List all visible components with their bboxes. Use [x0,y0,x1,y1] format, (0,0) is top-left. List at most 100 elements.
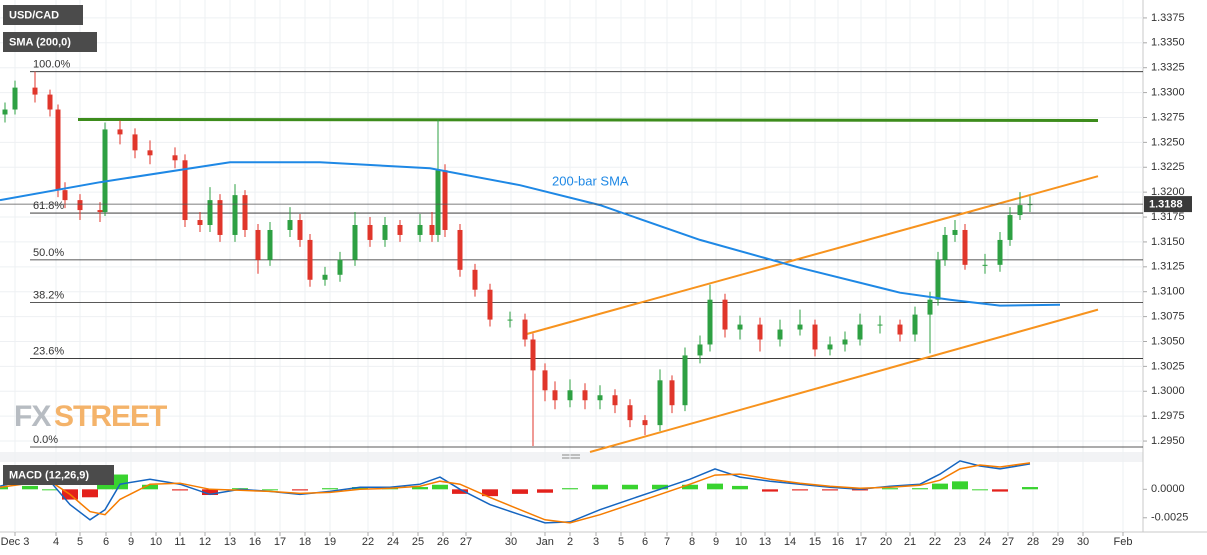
histogram-bar [262,489,278,491]
fib-label: 61.8% [33,200,64,212]
candle-body [952,229,958,235]
candle-body [172,155,178,161]
y-tick-label: 1.3200 [1151,186,1185,198]
y-tick-label: 0.0000 [1151,483,1185,495]
y-tick-label: 1.3375 [1151,12,1185,24]
x-tick-label: 19 [324,536,336,548]
candle-body [935,259,941,300]
candle-body [435,170,441,235]
candle-body [962,229,968,265]
histogram-bar [512,489,528,494]
candle-body [777,329,783,340]
indicator: SMA (200,0) [9,36,71,48]
candle-body [812,324,818,350]
y-tick-label: 1.3325 [1151,62,1185,74]
candle-body [657,380,663,426]
y-tick-label: 1.2975 [1151,410,1185,422]
histogram-bar [432,484,448,490]
candle-body [522,319,528,340]
watermark-street: STREET [54,400,167,433]
histogram-bar [652,484,668,490]
histogram-bar [822,489,838,491]
symbol-badge [3,5,83,25]
fib-label: 100.0% [33,59,71,71]
candle-body [877,324,883,326]
watermark: FX STREET [14,400,168,433]
candle-body [255,229,261,260]
candle-body [217,200,223,235]
candle-body [32,87,38,95]
x-tick-label: 24 [387,536,399,548]
x-tick-label: 10 [735,536,747,548]
candle-body [102,129,108,213]
trend-line [77,118,1099,122]
x-tick-label: 8 [689,536,695,548]
histogram-bar [452,489,468,494]
candle-body [567,390,573,401]
y-tick-label: 1.2950 [1151,435,1185,447]
histogram-bar [0,487,8,490]
indicator-badge [3,32,97,52]
candle-body [287,220,293,230]
histogram-bar [82,489,98,498]
x-tick-label: 5 [618,536,624,548]
y-tick-label: 1.3100 [1151,286,1185,298]
x-tick-label: 5 [77,536,83,548]
candle-body [55,109,61,191]
y-tick-label: -0.0025 [1151,512,1188,524]
candle-body [12,87,18,110]
candle-body [642,420,648,426]
candle-body [927,299,933,315]
histogram-bar [292,489,308,491]
candle-body [697,344,703,356]
candle-body [1007,215,1013,240]
histogram-bar [537,489,553,493]
x-tick-label: 13 [759,536,771,548]
histogram-bar [992,489,1008,492]
x-tick-label: Jan [536,536,554,548]
plot-layer: Dec 3 4 5 6 9 10 11 12 13 16 17 18 19 22 24 25 26 27 30 Jan… [0,0,1192,548]
candle-body [507,319,513,321]
histogram-bar [762,489,778,492]
candle-body [627,405,633,421]
histogram-bar [142,484,158,490]
watermark-fx: FX [14,400,51,433]
histogram-bar [352,487,368,490]
candle-body [582,390,588,401]
candle-body [2,109,8,115]
last-price-label: 1.3188 [1149,199,1183,211]
histogram-bar [952,481,968,490]
x-tick-label: 30 [505,536,517,548]
x-tick-label: 6 [642,536,648,548]
x-tick-label: 13 [224,536,236,548]
histogram-bar [592,484,608,490]
x-tick-label: 15 [809,536,821,548]
candle-body [242,195,248,230]
y-tick-label: 1.3350 [1151,37,1185,49]
sma-annotation: 200-bar SMA [552,173,629,188]
fib-label: 38.2% [33,290,64,302]
candle-body [682,355,688,406]
candle-body [669,380,675,406]
candle-body [857,324,863,340]
candle-body [232,195,238,235]
histogram-bar [972,489,988,491]
histogram-bar [912,488,928,490]
candle-body [487,289,493,320]
candle-body [307,239,313,280]
candle-body [982,264,988,266]
x-tick-label: 22 [929,536,941,548]
x-tick-label: 2 [567,536,573,548]
y-tick-label: 1.3050 [1151,335,1185,347]
x-tick-label: 9 [128,536,134,548]
fib-label: 23.6% [33,345,64,357]
candle-body [367,225,373,240]
candle-body [842,339,848,345]
x-tick-label: 21 [904,536,916,548]
candle-body [552,390,558,401]
x-tick-label: 14 [784,536,796,548]
x-tick-label: 23 [954,536,966,548]
histogram-bar [932,483,948,490]
x-tick-label: 26 [437,536,449,548]
